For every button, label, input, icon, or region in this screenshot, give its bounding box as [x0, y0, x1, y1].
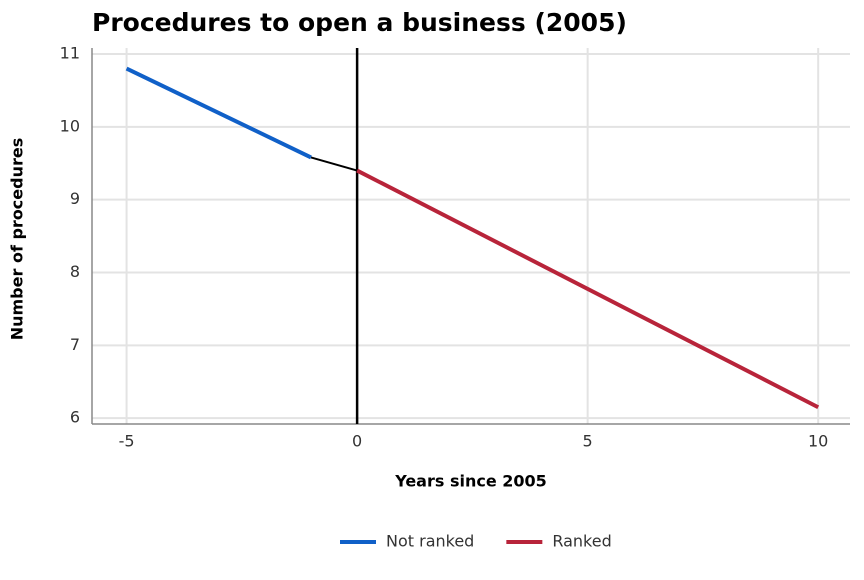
x-tick-label: 5 [583, 432, 593, 451]
line-series [125, 66, 312, 160]
x-tick-label: -5 [119, 432, 135, 451]
line-series [356, 168, 820, 410]
x-axis-label: Years since 2005 [394, 472, 547, 491]
legend-label: Not ranked [386, 532, 474, 551]
x-tick-label: 10 [808, 432, 828, 451]
y-axis-label: Number of procedures [8, 138, 27, 341]
y-tick-label: 11 [60, 44, 80, 63]
line-series [310, 156, 358, 172]
legend-label: Ranked [552, 532, 611, 551]
y-tick-label: 6 [70, 408, 80, 427]
chart-title: Procedures to open a business (2005) [92, 8, 627, 37]
x-tick-label: 0 [352, 432, 362, 451]
y-tick-label: 8 [70, 262, 80, 281]
y-tick-label: 10 [60, 116, 80, 135]
y-tick-label: 9 [70, 189, 80, 208]
y-tick-label: 7 [70, 335, 80, 354]
